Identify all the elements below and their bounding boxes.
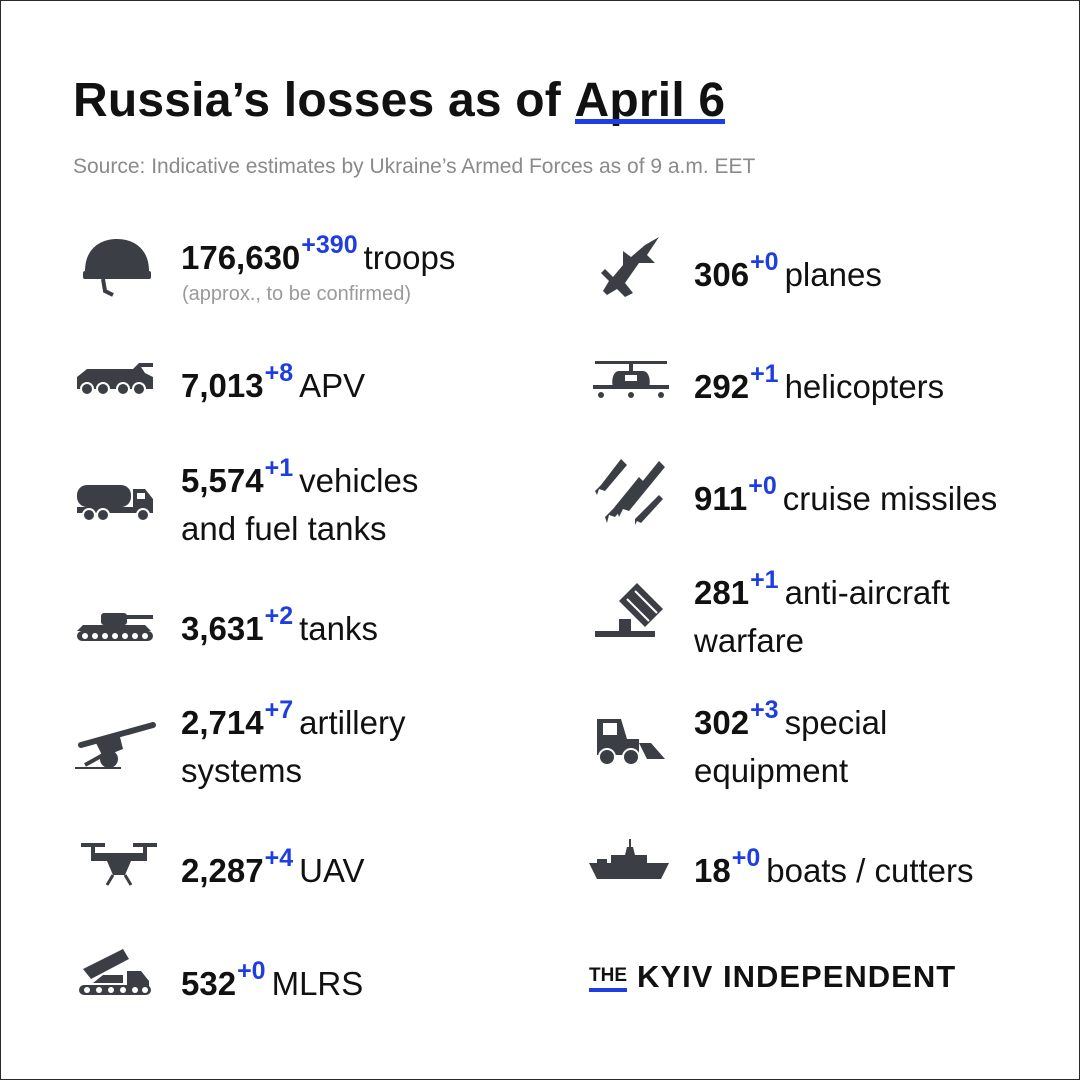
anti-aircraft-icon [589, 581, 673, 651]
stat-delta: +3 [750, 696, 779, 724]
ship-icon [587, 835, 671, 905]
stat-delta: +4 [264, 844, 294, 872]
stat-delta: +2 [264, 602, 294, 630]
stat-delta: +1 [750, 360, 779, 388]
missiles-icon [593, 457, 677, 527]
stat-delta: +390 [301, 231, 358, 259]
publisher-logo: THE KYIV INDEPENDENT [589, 959, 956, 995]
stat-value: 532 [181, 965, 237, 1002]
special-equipment-icon [589, 707, 673, 777]
stat-value: 3,631 [181, 610, 264, 647]
stat-value: 292 [694, 368, 750, 405]
fuel-truck-icon [73, 467, 157, 537]
stat-value: 281 [694, 574, 750, 611]
stat-label: tanks [299, 610, 378, 647]
helmet-icon [75, 231, 159, 301]
drone-icon [79, 835, 163, 905]
title-date: April 6 [574, 74, 726, 127]
stat-delta: +0 [750, 248, 779, 276]
stat-label: APV [299, 367, 366, 404]
stat-value: 302 [694, 704, 750, 741]
stat-note: (approx., to be confirmed) [182, 283, 411, 305]
stat-value: 5,574 [181, 462, 264, 499]
stat-delta: +8 [264, 359, 294, 387]
apv-icon [73, 347, 157, 417]
stat-label: UAV [299, 852, 365, 889]
stat-delta: +1 [264, 454, 294, 482]
source-note: Source: Indicative estimates by Ukraine’… [73, 155, 756, 178]
stat-delta: +7 [264, 696, 294, 724]
logo-name: KYIV INDEPENDENT [637, 959, 957, 994]
tank-icon [73, 597, 157, 667]
title-prefix: Russia’s losses as of [73, 74, 561, 127]
stat-label-line2: equipment [694, 752, 849, 789]
stat-value: 2,287 [181, 852, 264, 889]
stat-value: 306 [694, 256, 750, 293]
page-title: Russia’s losses as of April 6 [73, 73, 725, 128]
stat-label: helicopters [784, 368, 945, 405]
stat-delta: +0 [748, 472, 777, 500]
jet-icon [589, 233, 673, 303]
stat-label-line2: warfare [694, 622, 805, 659]
stat-delta: +0 [731, 844, 761, 872]
stat-value: 2,714 [181, 704, 264, 741]
stat-delta: +0 [237, 957, 266, 985]
stat-label: vehicles [299, 462, 419, 499]
stat-value: 176,630 [181, 239, 301, 276]
stat-label: planes [784, 256, 882, 293]
logo-the: THE [589, 965, 627, 992]
stat-label-line2: and fuel tanks [181, 510, 387, 547]
stat-label: MLRS [271, 965, 364, 1002]
stat-label: artillery [299, 704, 406, 741]
stat-value: 7,013 [181, 367, 264, 404]
stat-label: special [784, 704, 888, 741]
mlrs-icon [73, 945, 157, 1015]
stat-delta: +1 [750, 566, 779, 594]
stat-value: 911 [694, 480, 748, 517]
stat-label: boats / cutters [766, 852, 974, 889]
stat-label: anti-aircraft [784, 574, 950, 611]
stat-label: cruise missiles [782, 480, 998, 517]
stat-label-line2: systems [181, 752, 303, 789]
stat-value: 18 [694, 852, 731, 889]
helicopter-icon [589, 353, 673, 423]
artillery-icon [73, 717, 157, 787]
stat-label: troops [363, 239, 456, 276]
